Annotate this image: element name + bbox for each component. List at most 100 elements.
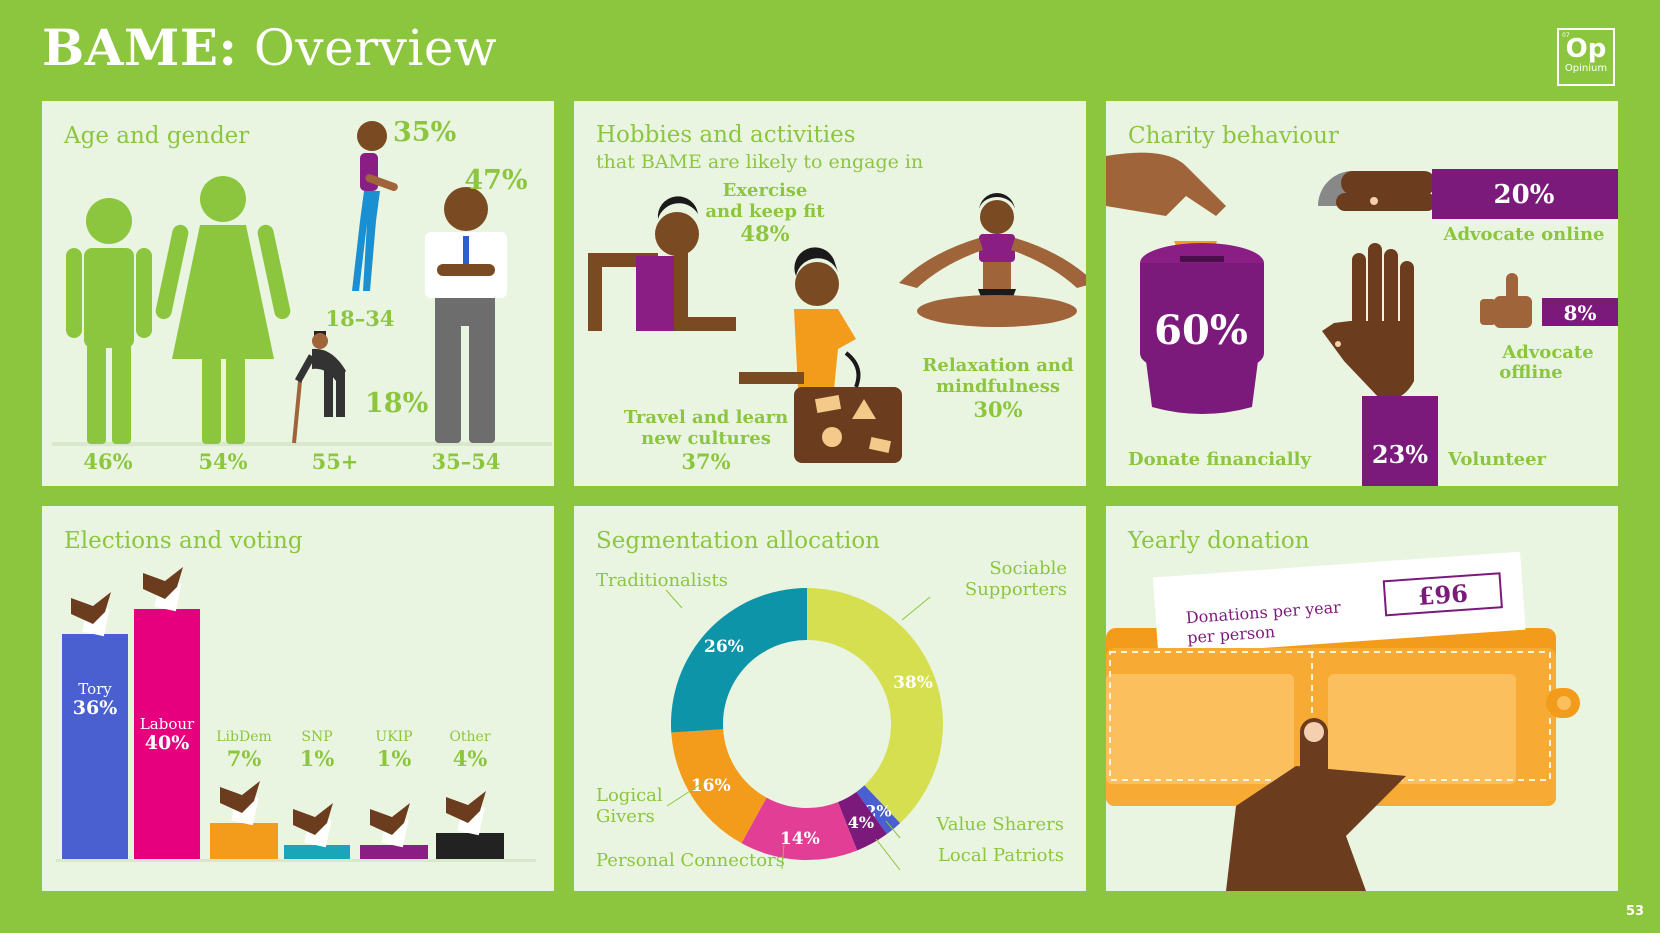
segment-percentage: 38%: [893, 673, 933, 693]
voting-hand-icon: [293, 803, 333, 835]
offline-label-line1: Advocate: [1501, 342, 1593, 363]
age-gender-title: Age and gender: [63, 123, 249, 149]
vote-bar: [284, 845, 350, 859]
segment-percentage: 4%: [848, 813, 874, 832]
hobbies-subtitle: that BAME are likely to engage in: [596, 151, 923, 173]
meditation-person-icon: [899, 193, 1086, 327]
segmentation-title: Segmentation allocation: [596, 528, 880, 554]
traditionalists-label: Traditionalists: [596, 570, 728, 591]
donut-segment: [671, 588, 807, 733]
page-number: 53: [1626, 904, 1645, 919]
personal-label: Personal Connectors: [596, 850, 785, 871]
exercise-percentage: 48%: [740, 221, 789, 246]
voting-hand-icon: [220, 781, 260, 813]
donut-segment: [741, 797, 858, 860]
exercise-label-line2: and keep fit: [705, 201, 825, 222]
yearly-title: Yearly donation: [1127, 528, 1310, 554]
voting-hand-icon: [370, 803, 410, 835]
donate-label: Donate financially: [1128, 449, 1311, 470]
party-label: SNP: [301, 729, 332, 745]
donut-segment: [837, 791, 887, 851]
age-gender-panel: Age and gender: [42, 101, 554, 486]
travel-person-icon: [739, 247, 902, 463]
online-label: Advocate online: [1443, 224, 1605, 245]
elections-panel: Elections and voting Tory 36% Labour 40% Lib…: [42, 506, 554, 891]
age-18-34-percentage: 35%: [393, 117, 456, 148]
segment-percentage: 14%: [780, 829, 820, 849]
vote-bar: [134, 609, 200, 859]
travel-label-line2: new cultures: [641, 428, 771, 449]
age-18-34-label: 18–34: [326, 306, 395, 331]
hobbies-title: Hobbies and activities: [596, 122, 856, 148]
yearly-donation-panel: Yearly donation Donations per year per p…: [1106, 506, 1618, 891]
segmentation-panel: Segmentation allocation 38% 2% 4% 14% 16% 26%…: [574, 506, 1086, 891]
party-percentage: 40%: [145, 732, 190, 754]
party-percentage: 1%: [377, 746, 412, 771]
donut-segment: [807, 588, 943, 824]
holding-hand-icon: [1226, 718, 1406, 891]
relax-percentage: 30%: [973, 397, 1022, 422]
hobbies-panel: Hobbies and activities that BAME are lik…: [574, 101, 1086, 486]
donating-hand-icon: [1106, 152, 1226, 254]
relax-label-line1: Relaxation and: [922, 355, 1074, 376]
opinium-logo: 07 Op Opinium: [1557, 28, 1615, 86]
vote-bar: [210, 823, 278, 859]
party-percentage: 36%: [73, 697, 118, 719]
offline-badge: [1542, 298, 1618, 326]
elections-title: Elections and voting: [64, 528, 303, 554]
voting-hand-icon: [143, 567, 183, 599]
travel-label-line1: Travel and learn: [624, 407, 788, 428]
donate-percentage: 60%: [1154, 307, 1248, 354]
age-55-percentage: 18%: [365, 388, 428, 419]
logical-label-line2: Givers: [596, 806, 655, 827]
party-label: Labour: [140, 715, 195, 733]
local-patriots-label: Local Patriots: [938, 845, 1064, 866]
age-35-54-percentage: 47%: [464, 165, 527, 196]
exercise-label-line1: Exercise: [723, 180, 808, 201]
vote-bar: [436, 833, 504, 859]
charity-panel: Charity behaviour 60% Donate financially…: [1106, 101, 1618, 486]
exercise-person-icon: [588, 196, 736, 331]
value-sharers-label: Value Sharers: [935, 814, 1064, 835]
party-percentage: 7%: [227, 746, 262, 771]
donation-box-icon: [1140, 243, 1264, 414]
donut-segment: [856, 785, 901, 835]
party-label: Tory: [78, 680, 112, 698]
travel-percentage: 37%: [681, 449, 730, 474]
segment-percentage: 26%: [704, 637, 744, 657]
logical-label-line1: Logical: [596, 785, 663, 806]
party-label: Other: [449, 729, 490, 745]
online-badge: [1432, 169, 1618, 219]
vote-bar: [360, 845, 428, 859]
raised-hand-icon: [1322, 243, 1414, 401]
donation-amount: £96: [1417, 579, 1469, 611]
female-percentage: 54%: [198, 449, 247, 474]
female-icon: [155, 176, 291, 444]
segment-percentage: 16%: [691, 776, 731, 796]
relax-label-line2: mindfulness: [936, 376, 1060, 397]
male-icon: [66, 198, 152, 444]
donation-note: Donations per year per person £96: [1152, 551, 1526, 656]
voting-hand-icon: [446, 791, 486, 823]
vote-bar: [62, 634, 128, 859]
sociable-label-line2: Supporters: [965, 579, 1067, 600]
thumbs-up-icon: [1480, 273, 1532, 328]
adult-person-icon: [425, 187, 507, 443]
male-percentage: 46%: [83, 449, 132, 474]
donut-segment: [671, 729, 767, 844]
volunteer-label: Volunteer: [1447, 449, 1547, 470]
online-percentage: 20%: [1494, 180, 1555, 210]
party-label: LibDem: [216, 729, 272, 745]
offline-label-line2: offline: [1499, 362, 1562, 383]
charity-title: Charity behaviour: [1128, 123, 1339, 149]
young-person-icon: [352, 121, 398, 291]
party-percentage: 1%: [300, 746, 335, 771]
computer-mouse-icon: [1318, 171, 1436, 211]
party-percentage: 4%: [453, 746, 488, 771]
sociable-label-line1: Sociable: [989, 558, 1067, 579]
volunteer-badge: [1362, 396, 1438, 486]
offline-percentage: 8%: [1564, 301, 1597, 325]
party-label: UKIP: [375, 729, 412, 745]
volunteer-percentage: 23%: [1372, 440, 1428, 469]
age-35-54-label: 35–54: [432, 449, 501, 474]
